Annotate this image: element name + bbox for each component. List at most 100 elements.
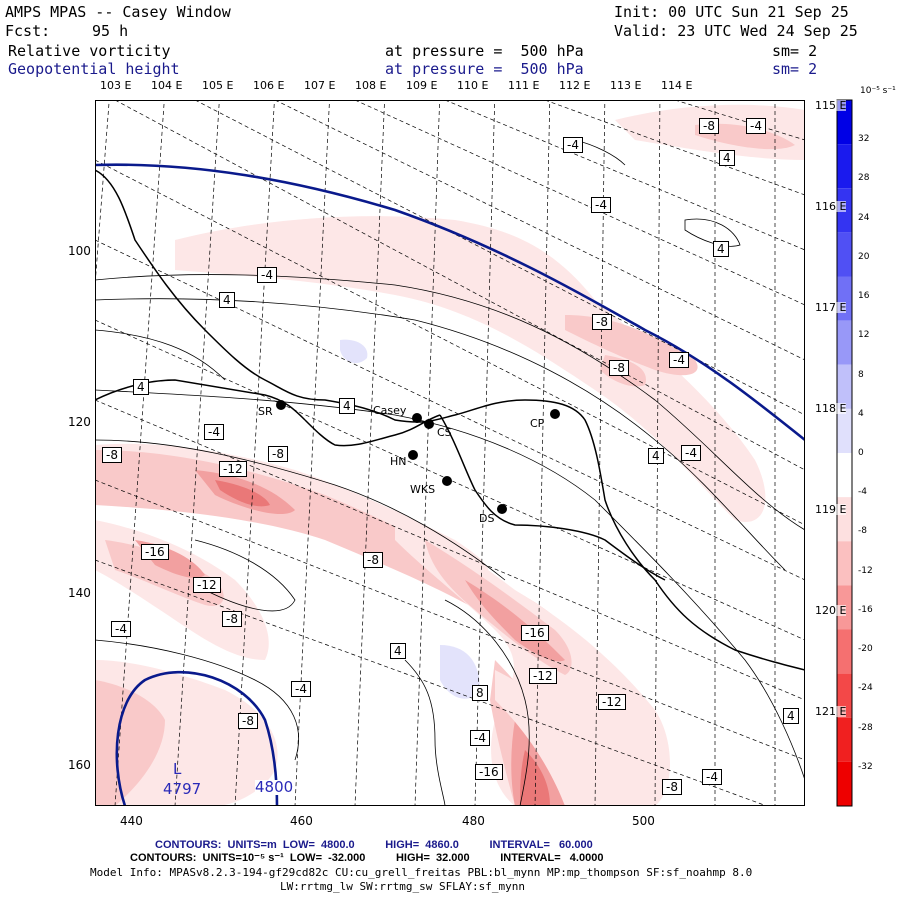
station-sr-marker	[276, 400, 286, 410]
contour-label: 4	[648, 448, 664, 464]
field2-smoothing: sm= 2	[772, 60, 818, 78]
contour-label: -8	[699, 118, 719, 134]
colorbar-segment	[837, 232, 852, 277]
longitude-label: 109 E	[406, 79, 438, 92]
init-time: Init: 00 UTC Sun 21 Sep 25	[614, 3, 849, 21]
longitude-label: 112 E	[559, 79, 591, 92]
colorbar-tick-label: 8	[858, 369, 864, 380]
colorbar-tick-label: 0	[858, 448, 864, 458]
vorticity-contours	[95, 139, 805, 806]
lat-lon-grid	[95, 100, 805, 806]
contour-label: -12	[219, 461, 247, 477]
station-label-casey: Casey	[373, 404, 407, 417]
station-label-sr: SR	[258, 405, 273, 418]
map-plot: SR Casey CS CP HN WKS DS -8 -4 -4 4 -4 4…	[95, 100, 805, 806]
field2-name: Geopotential height	[8, 60, 180, 78]
contour-label: -4	[470, 730, 490, 746]
colorbar-tick-label: -4	[858, 487, 867, 498]
station-label-wks: WKS	[410, 483, 436, 496]
colorbar-segment	[837, 408, 852, 453]
height-contour-label: 4800	[255, 778, 294, 796]
colorbar-tick-label: 16	[858, 291, 870, 302]
y-axis-label: 100	[68, 244, 91, 258]
page-title: AMPS MPAS -- Casey Window	[5, 3, 231, 21]
longitude-label: 104 E	[151, 79, 183, 92]
colorbar-tick-label: 32	[858, 134, 870, 145]
colorbar-segment	[837, 320, 852, 365]
contour-label: -8	[592, 314, 612, 330]
colorbar-segment	[837, 453, 852, 498]
station-markers	[276, 400, 560, 514]
contour-label: 4	[219, 292, 235, 308]
colorbar-segment	[837, 629, 852, 674]
colorbar-segment	[837, 541, 852, 586]
colorbar-tick-label: 20	[858, 251, 870, 262]
contour-label: -4	[291, 681, 311, 697]
colorbar-segment	[837, 276, 852, 321]
station-label-cp: CP	[530, 417, 545, 430]
contour-label: -16	[521, 625, 549, 641]
station-ds-marker	[497, 504, 507, 514]
x-axis-label: 500	[632, 814, 655, 828]
contour-label: -8	[268, 446, 288, 462]
colorbar-tick-label: -8	[858, 526, 867, 537]
longitude-label: 106 E	[253, 79, 285, 92]
y-axis-label: 160	[68, 758, 91, 772]
contour-label: -4	[563, 137, 583, 153]
x-axis-label: 480	[462, 814, 485, 828]
vorticity-contour-info: CONTOURS: UNITS=10⁻⁵ s⁻¹ LOW= -32.000 HI…	[130, 852, 604, 864]
low-marker: L	[173, 760, 182, 778]
model-info: Model Info: MPASv8.2.3-194-gf29cd82c CU:…	[90, 866, 753, 879]
longitude-label: 108 E	[355, 79, 387, 92]
station-casey-marker	[412, 413, 422, 423]
field1-name: Relative vorticity	[8, 42, 171, 60]
contour-label: -4	[591, 197, 611, 213]
longitude-label: 103 E	[100, 79, 132, 92]
map-frame	[95, 100, 805, 806]
colorbar-tick-label: -16	[858, 604, 873, 615]
contour-label: -8	[363, 552, 383, 568]
colorbar-tick-label: -28	[858, 722, 873, 733]
y-axis-label: 140	[68, 586, 91, 600]
longitude-label-right: 121 E	[815, 705, 847, 718]
contour-label: 4	[390, 643, 406, 659]
longitude-label-right: 117 E	[815, 301, 847, 314]
contour-label: -4	[681, 445, 701, 461]
y-axis-label: 120	[68, 415, 91, 429]
colorbar-tick-label: -24	[858, 683, 873, 694]
longitude-label: 110 E	[457, 79, 489, 92]
low-value: 4797	[163, 780, 202, 798]
station-cs-marker	[424, 419, 434, 429]
colorbar-tick-label: 24	[858, 212, 870, 223]
contour-label: -4	[111, 621, 131, 637]
contour-label: -8	[662, 779, 682, 795]
station-label-cs: CS	[437, 426, 452, 439]
contour-label: -4	[669, 352, 689, 368]
model-info-2: LW:rrtmg_lw SW:rrtmg_sw SFLAY:sf_mynn	[280, 880, 526, 893]
contour-label: -4	[204, 424, 224, 440]
station-wks-marker	[442, 476, 452, 486]
colorbar-segment	[837, 717, 852, 762]
contour-label: 4	[783, 708, 799, 724]
field2-level: at pressure = 500 hPa	[385, 60, 584, 78]
colorbar-tick-label: -12	[858, 565, 873, 576]
forecast-label: Fcst:	[5, 22, 51, 40]
station-label-hn: HN	[390, 455, 407, 468]
contour-label: -16	[141, 544, 169, 560]
contour-label: 4	[719, 150, 735, 166]
colorbar-tick-label: 28	[858, 173, 870, 184]
longitude-label-right: 118 E	[815, 402, 847, 415]
station-label-ds: DS	[479, 512, 495, 525]
colorbar-tick-label: 4	[858, 408, 864, 419]
station-cp-marker	[550, 409, 560, 419]
valid-time: Valid: 23 UTC Wed 24 Sep 25	[614, 22, 858, 40]
contour-label: -8	[222, 611, 242, 627]
longitude-label: 105 E	[202, 79, 234, 92]
field1-smoothing: sm= 2	[772, 42, 818, 60]
longitude-label-right: 119 E	[815, 503, 847, 516]
colorbar-tick-label: -20	[858, 644, 873, 655]
longitude-label: 114 E	[661, 79, 693, 92]
contour-label: -8	[102, 447, 122, 463]
height-contour-info: CONTOURS: UNITS=m LOW= 4800.0 HIGH= 4860…	[155, 839, 593, 851]
contour-label: -12	[529, 668, 557, 684]
